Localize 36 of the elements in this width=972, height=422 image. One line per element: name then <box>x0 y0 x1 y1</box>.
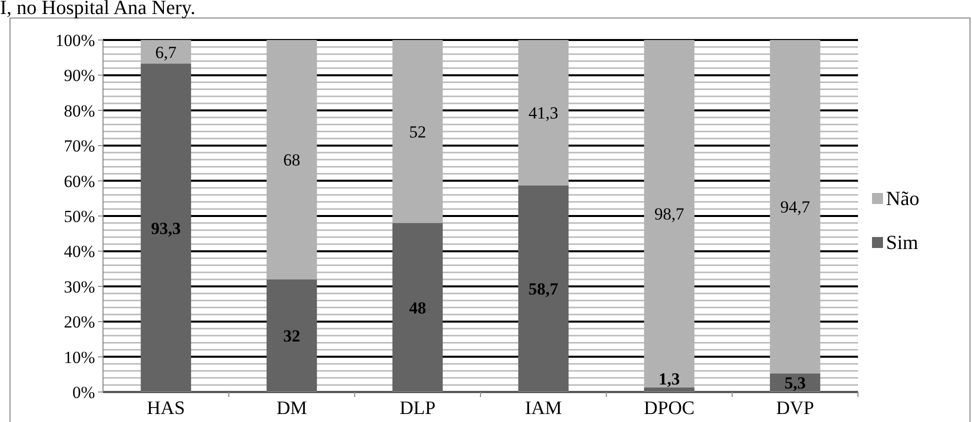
y-tick-label: 10% <box>64 348 95 367</box>
y-tick-label: 20% <box>64 312 95 332</box>
bar <box>392 223 443 392</box>
legend-label: Não <box>886 188 920 210</box>
data-label: 6,7 <box>155 42 178 62</box>
data-label: 48 <box>409 298 426 318</box>
y-tick-label: 40% <box>64 242 95 262</box>
chart-title: I, no Hospital Ana Nery. <box>0 0 196 19</box>
data-label: 52 <box>409 122 426 142</box>
bar <box>266 279 317 392</box>
data-label: 94,7 <box>780 198 810 217</box>
y-tick-label: 0% <box>72 383 95 402</box>
data-label: 98,7 <box>654 204 685 224</box>
x-tick-label: DVP <box>776 398 814 419</box>
y-tick-label: 30% <box>64 277 95 296</box>
x-tick-label: HAS <box>146 398 185 419</box>
data-label: 68 <box>283 150 300 170</box>
bar <box>140 64 192 392</box>
x-tick-label: IAM <box>524 398 562 419</box>
y-tick-label: 50% <box>64 207 95 226</box>
x-tick-label: DPOC <box>644 398 695 419</box>
x-tick-label: DM <box>276 398 308 419</box>
legend-label: Sim <box>886 232 919 254</box>
y-tick-label: 70% <box>64 136 95 156</box>
y-tick-label: 100% <box>55 31 95 50</box>
x-tick-label: DLP <box>400 398 436 419</box>
y-tick-label: 80% <box>64 101 95 120</box>
data-label: 5,3 <box>784 374 806 393</box>
data-label: 32 <box>283 326 300 346</box>
data-label: 58,7 <box>528 280 559 299</box>
data-label: 1,3 <box>658 369 680 388</box>
y-tick-label: 90% <box>64 66 95 86</box>
bar <box>518 185 569 392</box>
data-label: 93,3 <box>151 218 181 238</box>
data-label: 41,3 <box>528 104 558 123</box>
y-tick-label: 60% <box>64 172 95 191</box>
